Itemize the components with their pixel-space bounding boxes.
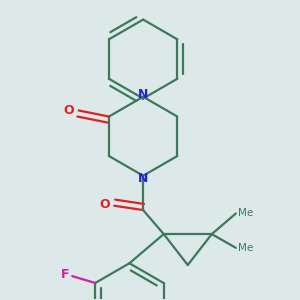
Text: O: O [99, 197, 110, 211]
Text: Me: Me [238, 243, 253, 253]
Text: N: N [138, 88, 148, 100]
Text: Me: Me [238, 208, 253, 218]
Text: N: N [138, 172, 148, 185]
Text: O: O [64, 104, 74, 117]
Text: F: F [61, 268, 70, 281]
